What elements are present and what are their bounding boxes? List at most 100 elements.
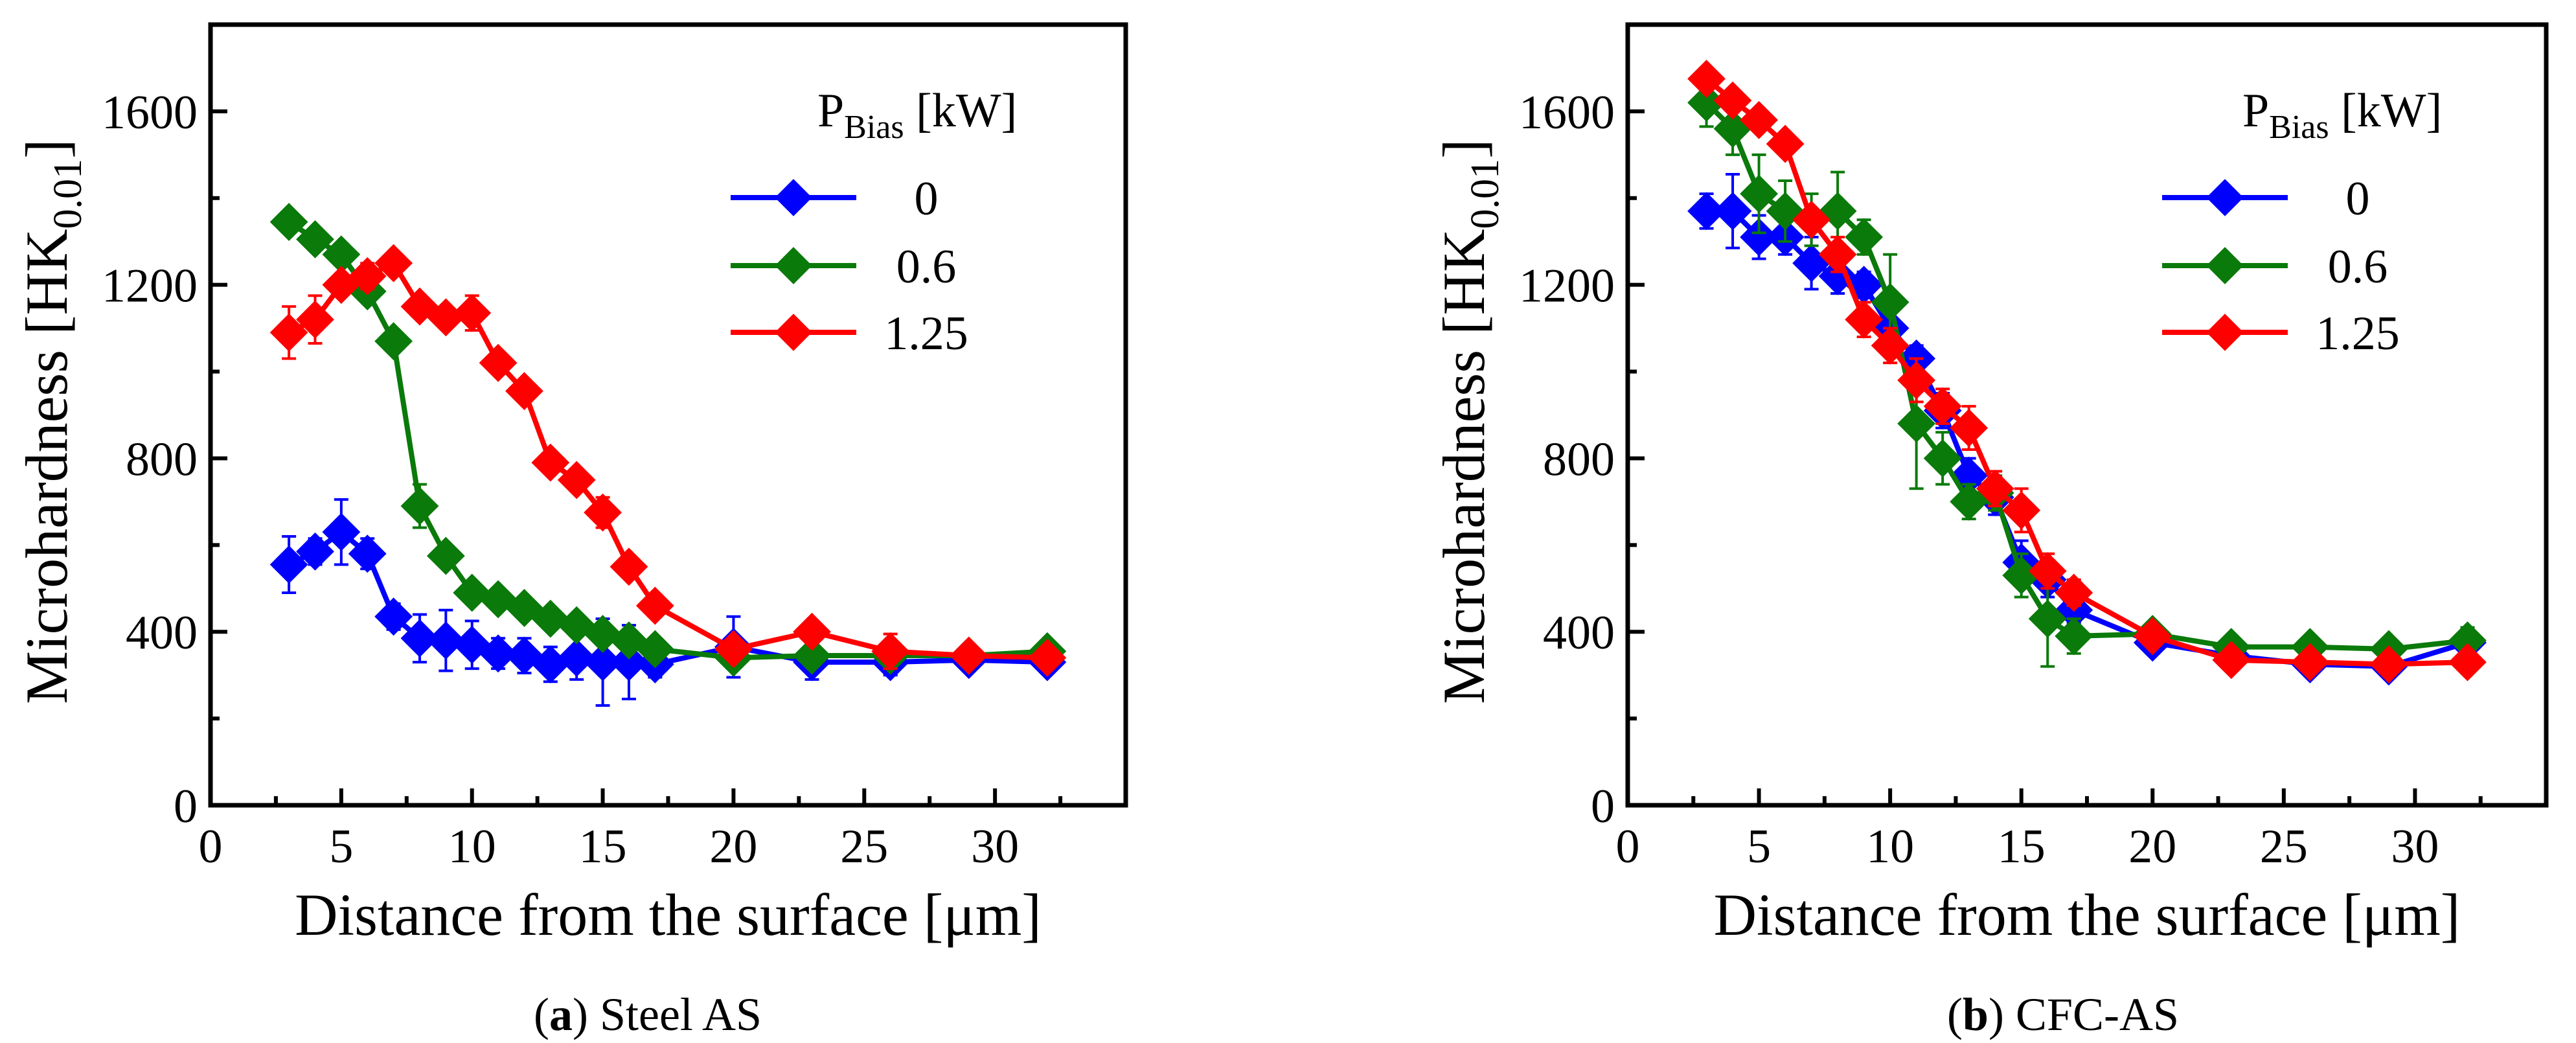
y-axis-label-main: Microhardness [HK xyxy=(1431,229,1497,704)
data-point-marker xyxy=(1950,409,1989,447)
data-point-marker xyxy=(1976,469,2014,508)
x-tick-label: 5 xyxy=(329,820,353,873)
legend-marker xyxy=(2206,314,2244,351)
series-1.25 xyxy=(269,244,1067,677)
y-tick-label: 1200 xyxy=(1519,260,1615,313)
legend-marker xyxy=(775,179,812,216)
x-tick-label: 10 xyxy=(1866,820,1914,873)
data-point-marker xyxy=(950,636,988,675)
data-point-marker xyxy=(296,220,334,258)
legend-label: 0 xyxy=(915,172,939,225)
caption-text: Steel AS xyxy=(588,989,762,1040)
caption-close-paren: ) xyxy=(573,989,588,1040)
data-point-marker xyxy=(400,487,439,525)
data-point-marker xyxy=(2055,573,2093,612)
x-tick-label: 25 xyxy=(2260,820,2308,873)
series-0.6 xyxy=(1687,77,2487,669)
chart-panel-a: 0 5 10 15 20 25 30 0 400 800 1200 1600 Distance from… xyxy=(14,22,1128,1040)
data-point-marker xyxy=(793,612,831,651)
data-point-marker xyxy=(610,547,648,586)
legend-title-subscript: Bias xyxy=(844,109,904,146)
x-tick-label: 30 xyxy=(2391,820,2439,873)
y-tick-label: 1600 xyxy=(102,86,198,139)
legend-marker xyxy=(2206,179,2244,216)
x-axis-label: Distance from the surface [μm] xyxy=(1714,882,2461,948)
data-point-marker xyxy=(584,615,622,653)
y-axis-label-subscript: 0.01 xyxy=(1463,159,1507,229)
data-point-marker xyxy=(1923,387,1962,426)
data-point-marker xyxy=(269,545,308,584)
data-point-marker xyxy=(2002,491,2041,530)
data-point-marker xyxy=(453,573,492,612)
chart-panel-b: 0 5 10 15 20 25 30 0 400 800 1200 1600 Distance from… xyxy=(1431,22,2549,1040)
caption-panel-letter: b xyxy=(1963,989,1989,1040)
data-point-marker xyxy=(322,512,361,551)
data-point-marker xyxy=(557,638,596,677)
legend: PBias [kW] 0 0.6 1.25 xyxy=(731,84,1017,360)
data-point-marker xyxy=(374,322,413,361)
y-tick-label: 400 xyxy=(126,606,198,659)
data-point-marker xyxy=(584,493,622,532)
caption-open-paren: ( xyxy=(534,989,549,1040)
data-point-marker xyxy=(479,634,518,673)
data-point-marker xyxy=(348,257,387,295)
data-point-marker xyxy=(1897,404,1936,443)
legend-title-main: P xyxy=(2242,84,2269,137)
data-point-marker xyxy=(269,203,308,242)
data-point-marker xyxy=(1818,235,1857,274)
y-tick-label: 1600 xyxy=(1519,86,1615,139)
data-point-marker xyxy=(584,643,622,682)
data-point-marker xyxy=(1871,326,1909,365)
data-point-marker xyxy=(714,630,753,669)
data-point-marker xyxy=(531,599,570,638)
data-point-marker xyxy=(531,443,570,482)
x-tick-label: 15 xyxy=(579,820,627,873)
data-point-marker xyxy=(635,586,674,625)
caption-open-paren: ( xyxy=(1947,989,1963,1040)
data-point-marker xyxy=(426,621,465,660)
y-tick-label: 0 xyxy=(174,780,198,833)
data-point-marker xyxy=(1845,218,1884,257)
y-axis-label-close: ] xyxy=(14,139,80,159)
y-tick-label: 800 xyxy=(126,433,198,486)
y-tick-label: 1200 xyxy=(102,260,198,313)
data-point-marker xyxy=(348,534,387,573)
data-point-marker xyxy=(2028,599,2067,638)
data-point-marker xyxy=(1687,60,1726,98)
caption-panel-letter: a xyxy=(549,989,573,1040)
plot-frame xyxy=(208,22,1128,808)
x-tick-label: 25 xyxy=(840,820,888,873)
data-point-marker xyxy=(2212,641,2251,680)
x-tick-label: 0 xyxy=(199,820,223,873)
x-tick-label: 20 xyxy=(2128,820,2176,873)
caption-close-paren: ) xyxy=(1989,989,2004,1040)
data-point-marker xyxy=(1713,81,1752,120)
data-point-marker xyxy=(871,632,910,670)
legend-marker xyxy=(2206,247,2244,284)
data-point-marker xyxy=(479,343,518,382)
legend-marker xyxy=(775,314,812,351)
x-tick-label: 30 xyxy=(971,820,1019,873)
legend-label: 0 xyxy=(2346,172,2370,225)
legend-title-unit: [kW] xyxy=(904,84,1018,137)
legend-label: 1.25 xyxy=(2316,307,2400,360)
y-axis-label-close: ] xyxy=(1431,139,1497,159)
x-tick-label: 5 xyxy=(1747,820,1771,873)
data-point-marker xyxy=(2369,645,2408,683)
legend: PBias [kW] 0 0.6 1.25 xyxy=(2162,84,2442,360)
legend-title-subscript: Bias xyxy=(2269,109,2329,146)
panel-caption: (b) CFC-AS xyxy=(1947,989,2179,1040)
legend-label: 0.6 xyxy=(896,240,957,293)
data-point-marker xyxy=(1923,439,1962,477)
legend-marker xyxy=(775,247,812,284)
legend-label: 0.6 xyxy=(2328,240,2388,293)
y-tick-label: 0 xyxy=(1591,780,1615,833)
data-point-marker xyxy=(635,630,674,669)
data-point-marker xyxy=(374,597,413,636)
data-point-marker xyxy=(557,461,596,499)
caption-text: CFC-AS xyxy=(2004,989,2179,1040)
data-point-marker xyxy=(2448,643,2487,682)
data-point-marker xyxy=(453,293,492,332)
x-axis-label: Distance from the surface [μm] xyxy=(295,882,1042,948)
